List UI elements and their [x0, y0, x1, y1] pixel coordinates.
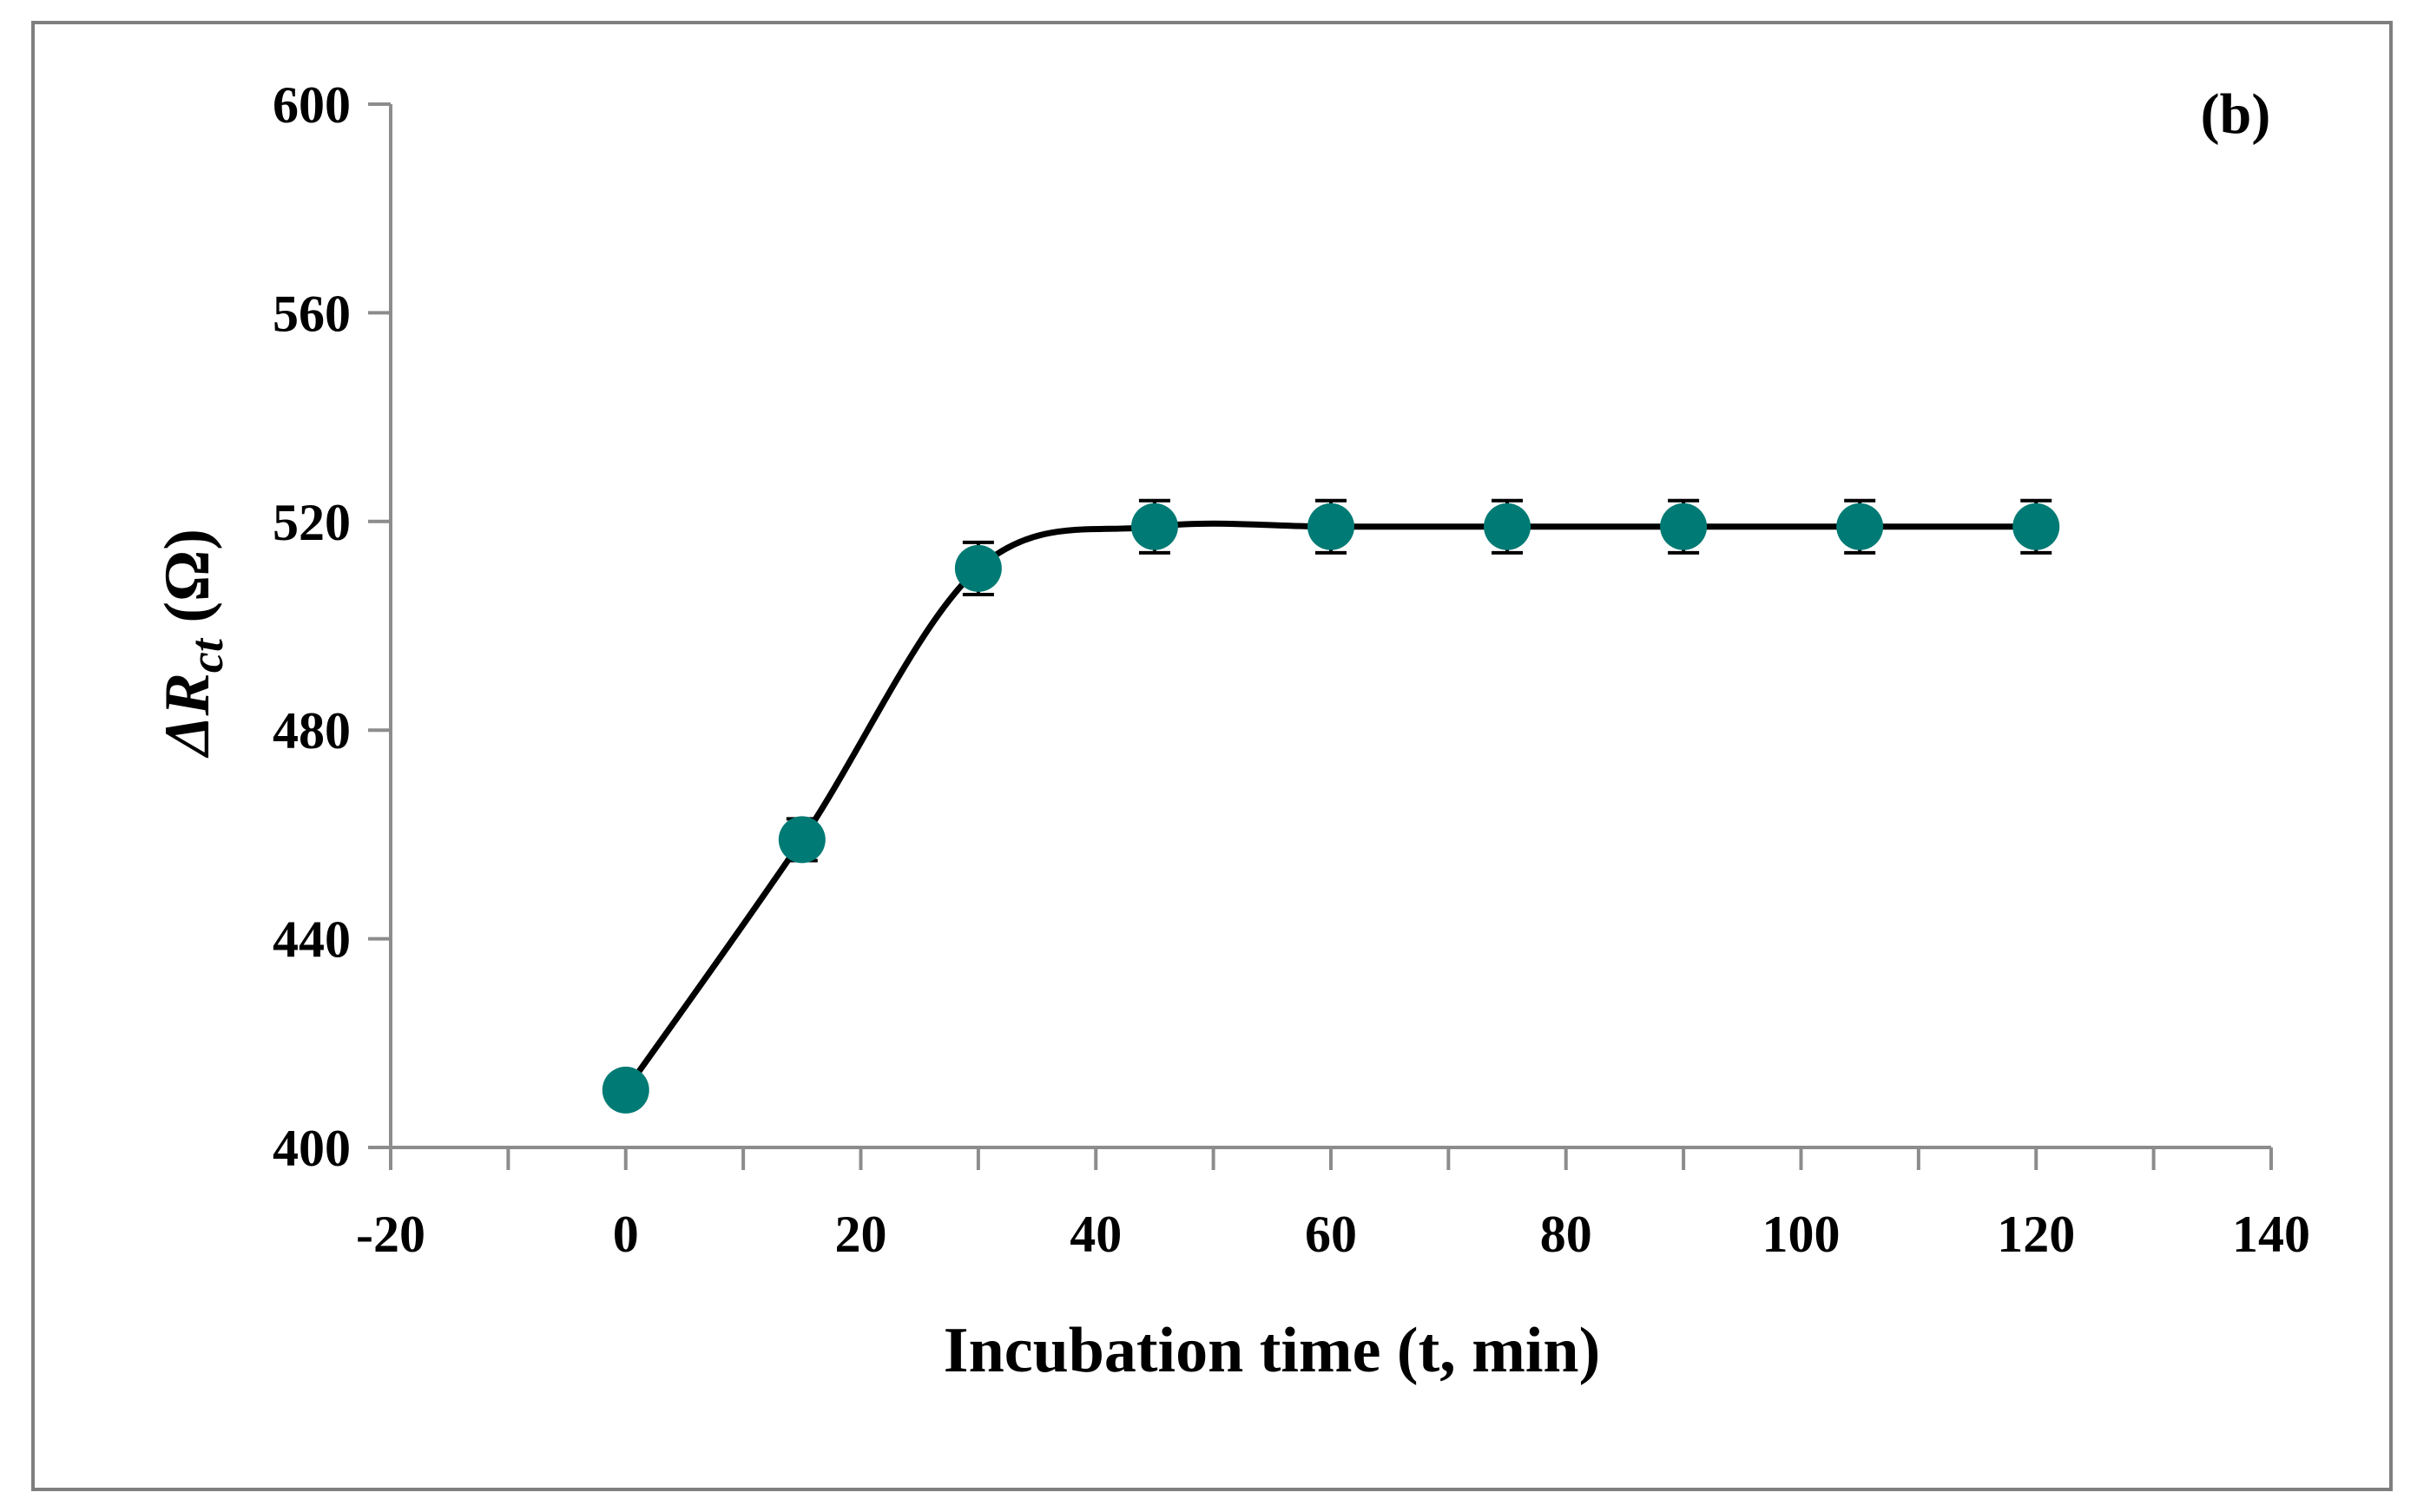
data-point-60 [1307, 503, 1354, 550]
x-tick-label-40: 40 [1070, 1206, 1122, 1263]
panel-label: (b) [2201, 82, 2271, 146]
y-ticks: 400 440 480 520 560 600 [273, 76, 391, 1177]
data-point-105 [1836, 503, 1884, 550]
y-axis-title-subscript: ct [181, 637, 233, 673]
y-tick-label-520: 520 [273, 494, 351, 551]
data-point-90 [1660, 503, 1708, 550]
x-ticks: -20 0 20 40 60 80 100 120 140 [356, 1147, 2310, 1263]
x-tick-label-140: 140 [2232, 1206, 2310, 1263]
y-axis-title: ΔRct (Ω) [152, 529, 233, 759]
data-point-75 [1484, 503, 1531, 550]
data-point-0 [602, 1066, 649, 1114]
chart-frame [31, 21, 2393, 1491]
y-tick-label-400: 400 [273, 1120, 351, 1177]
series-0 [602, 498, 2060, 1114]
x-tick-label--20: -20 [356, 1206, 425, 1263]
x-tick-label-80: 80 [1540, 1206, 1592, 1263]
y-tick-label-480: 480 [273, 702, 351, 759]
y-axis-title-unit: (Ω) [152, 529, 223, 639]
series-line [622, 520, 2039, 1094]
data-point-45 [1130, 503, 1178, 550]
data-point-15 [778, 816, 826, 864]
x-tick-label-20: 20 [835, 1206, 887, 1263]
x-tick-label-0: 0 [613, 1206, 639, 1263]
series-layer [602, 498, 2060, 1114]
y-tick-label-600: 600 [273, 76, 351, 134]
x-tick-label-60: 60 [1305, 1206, 1357, 1263]
x-tick-label-100: 100 [1762, 1206, 1841, 1263]
y-tick-label-440: 440 [273, 911, 351, 969]
x-tick-label-120: 120 [1997, 1206, 2075, 1263]
y-axis-title-delta: ΔR [152, 673, 223, 759]
data-point-120 [2012, 503, 2060, 550]
data-point-30 [954, 544, 1002, 592]
y-tick-label-560: 560 [273, 285, 351, 342]
x-axis-title: Incubation time (t, min) [944, 1315, 1600, 1386]
